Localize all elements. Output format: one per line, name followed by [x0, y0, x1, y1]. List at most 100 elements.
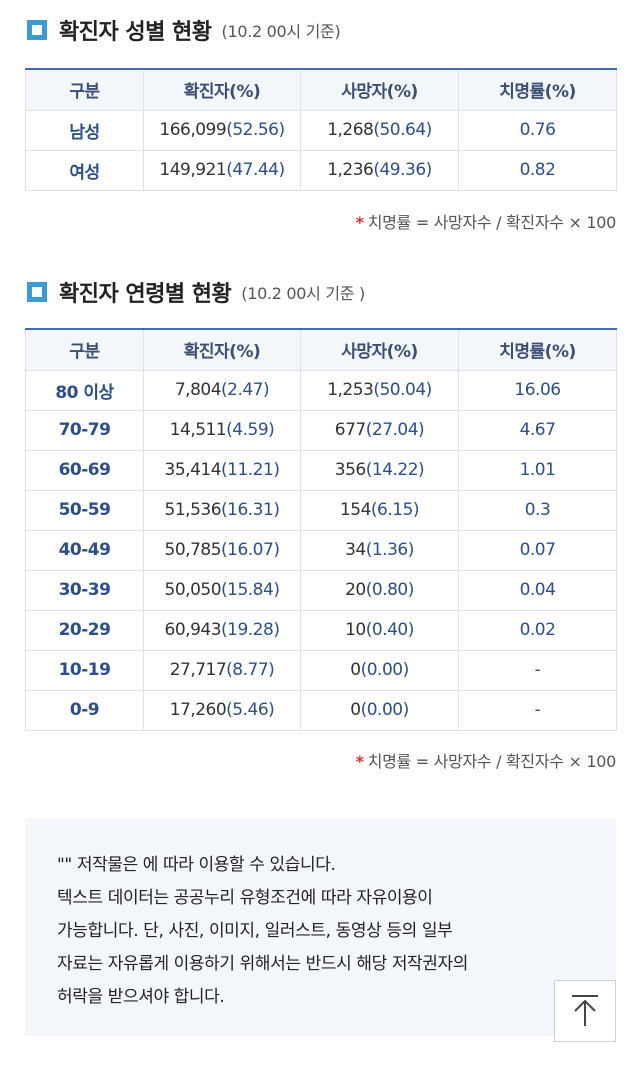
cases-cell: 50,785(16.07) [143, 529, 301, 571]
cases-percent: (8.77) [226, 660, 275, 680]
age-title-text: 확진자 연령별 현황 [59, 282, 232, 307]
table-header-row: 구분 확진자(%) 사망자(%) 치명률(%) [25, 68, 617, 111]
cases-value: 27,717 [169, 660, 227, 680]
cases-percent: (52.56) [226, 120, 285, 140]
fatality-rate-cell: 0.07 [458, 529, 617, 571]
deaths-percent: (0.00) [360, 660, 410, 680]
header-fatality-rate: 치명률(%) [458, 68, 617, 111]
deaths-value: 1,236 [327, 160, 374, 180]
table-row: 30-39 50,050(15.84) 20(0.80) 0.04 [25, 569, 617, 611]
fatality-rate-cell: 1.01 [458, 449, 617, 491]
cases-value: 51,536 [164, 500, 222, 520]
deaths-percent: (1.36) [365, 540, 415, 560]
deaths-percent: (50.64) [373, 120, 432, 140]
cases-value: 50,785 [164, 540, 222, 560]
license-line: 가능합니다. 단, 사진, 이미지, 일러스트, 동영상 등의 일부 [57, 921, 453, 941]
cases-percent: (5.46) [226, 700, 275, 720]
table-header-row: 구분 확진자(%) 사망자(%) 치명률(%) [25, 328, 617, 371]
gender-title-note: (10.2 00시 기준) [221, 22, 341, 41]
deaths-cell: 154(6.15) [300, 489, 459, 531]
row-label: 20-29 [25, 609, 144, 651]
table-row: 여성 149,921(47.44) 1,236(49.36) 0.82 [25, 149, 617, 191]
fatality-rate-cell: - [458, 689, 617, 731]
footnote-star: * [355, 213, 364, 232]
license-notice: "" 저작물은 에 따라 이용할 수 있습니다. 텍스트 데이터는 공공누리 유… [25, 819, 616, 1036]
age-section-title: 확진자 연령별 현황 (10.2 00시 기준 ) [27, 276, 365, 308]
row-label: 10-19 [25, 649, 144, 691]
fatality-rate-cell: 4.67 [458, 409, 617, 451]
deaths-percent: (14.22) [365, 460, 425, 480]
footnote-star: * [355, 752, 364, 771]
table-row: 남성 166,099(52.56) 1,268(50.64) 0.76 [25, 109, 617, 151]
deaths-percent: (0.80) [365, 580, 415, 600]
gender-footnote: * 치명률 = 사망자수 / 확진자수 × 100 [355, 209, 617, 233]
fatality-rate-cell: 0.02 [458, 609, 617, 651]
table-row: 80 이상 7,804(2.47) 1,253(50.04) 16.06 [25, 369, 617, 411]
cases-cell: 50,050(15.84) [143, 569, 301, 611]
scroll-to-top-button[interactable] [554, 980, 616, 1042]
cases-value: 149,921 [159, 160, 227, 180]
cases-percent: (19.28) [221, 620, 280, 640]
age-footnote: * 치명률 = 사망자수 / 확진자수 × 100 [355, 748, 617, 772]
deaths-value: 20 [345, 580, 366, 600]
deaths-value: 10 [345, 620, 366, 640]
cases-percent: (47.44) [226, 160, 285, 180]
cases-value: 7,804 [174, 380, 222, 400]
table-row: 10-19 27,717(8.77) 0(0.00) - [25, 649, 617, 691]
deaths-cell: 356(14.22) [300, 449, 459, 491]
fatality-rate-cell: 0.3 [458, 489, 617, 531]
table-row: 70-79 14,511(4.59) 677(27.04) 4.67 [25, 409, 617, 451]
cases-cell: 27,717(8.77) [143, 649, 301, 691]
cases-percent: (16.31) [221, 500, 280, 520]
cases-value: 50,050 [164, 580, 222, 600]
row-label: 40-49 [25, 529, 144, 571]
license-line: "" 저작물은 에 따라 이용할 수 있습니다. [57, 855, 336, 875]
cases-value: 60,943 [164, 620, 222, 640]
deaths-percent: (50.04) [373, 380, 432, 400]
table-row: 50-59 51,536(16.31) 154(6.15) 0.3 [25, 489, 617, 531]
cases-percent: (15.84) [221, 580, 280, 600]
cases-cell: 35,414(11.21) [143, 449, 301, 491]
deaths-cell: 1,253(50.04) [300, 369, 459, 411]
row-label: 60-69 [25, 449, 144, 491]
deaths-percent: (49.36) [373, 160, 432, 180]
row-label: 80 이상 [25, 369, 144, 411]
header-deaths: 사망자(%) [300, 328, 459, 371]
age-table: 구분 확진자(%) 사망자(%) 치명률(%) 80 이상 7,804(2.47)… [25, 328, 617, 731]
cases-cell: 7,804(2.47) [143, 369, 301, 411]
deaths-cell: 1,268(50.64) [300, 109, 459, 151]
footnote-text: 치명률 = 사망자수 / 확진자수 × 100 [367, 213, 617, 232]
deaths-value: 0 [350, 700, 361, 720]
deaths-percent: (0.00) [360, 700, 410, 720]
cases-cell: 14,511(4.59) [143, 409, 301, 451]
gender-section-title: 확진자 성별 현황 (10.2 00시 기준) [27, 14, 341, 46]
cases-cell: 17,260(5.46) [143, 689, 301, 731]
cases-percent: (11.21) [221, 460, 280, 480]
row-label: 70-79 [25, 409, 144, 451]
fatality-rate-cell: 0.82 [458, 149, 617, 191]
cases-percent: (2.47) [221, 380, 270, 400]
deaths-value: 356 [334, 460, 366, 480]
deaths-percent: (27.04) [365, 420, 425, 440]
license-line: 허락을 받으셔야 합니다. [57, 987, 225, 1007]
table-row: 40-49 50,785(16.07) 34(1.36) 0.07 [25, 529, 617, 571]
fatality-rate-cell: 16.06 [458, 369, 617, 411]
age-title-note: (10.2 00시 기준 ) [241, 284, 365, 303]
header-category: 구분 [25, 328, 144, 371]
row-label: 0-9 [25, 689, 144, 731]
deaths-cell: 0(0.00) [300, 649, 459, 691]
cases-cell: 60,943(19.28) [143, 609, 301, 651]
deaths-value: 0 [350, 660, 361, 680]
cases-value: 17,260 [169, 700, 227, 720]
header-category: 구분 [25, 68, 144, 111]
cases-value: 166,099 [159, 120, 227, 140]
deaths-cell: 1,236(49.36) [300, 149, 459, 191]
deaths-cell: 677(27.04) [300, 409, 459, 451]
cases-percent: (16.07) [221, 540, 280, 560]
fatality-rate-cell: - [458, 649, 617, 691]
license-line: 텍스트 데이터는 공공누리 유형조건에 따라 자유이용이 [57, 888, 433, 908]
cases-value: 35,414 [164, 460, 222, 480]
row-label: 30-39 [25, 569, 144, 611]
deaths-percent: (0.40) [365, 620, 415, 640]
table-row: 0-9 17,260(5.46) 0(0.00) - [25, 689, 617, 731]
